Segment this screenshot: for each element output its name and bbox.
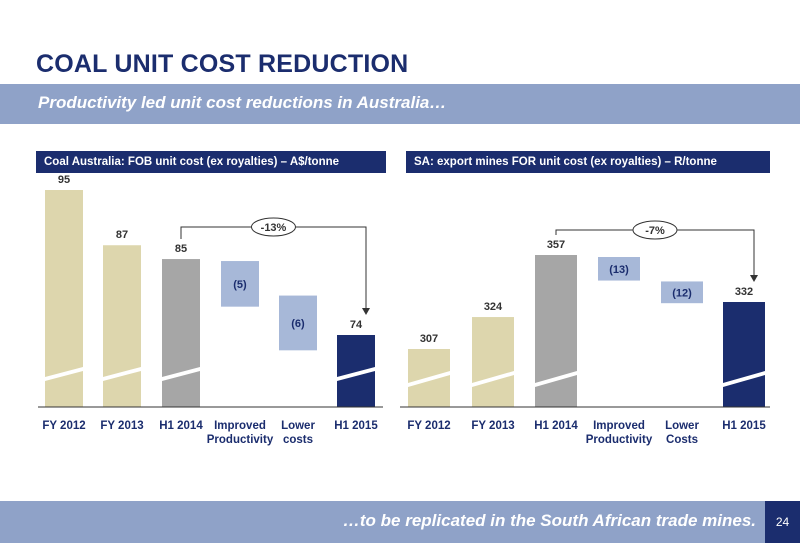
data-label: 87 [116, 229, 128, 241]
category-label: Productivity [207, 434, 274, 446]
data-label: 324 [484, 301, 503, 313]
australia-cost-chart: 95 FY 2012 87 FY 2013 85 H1 2014 (5) Improved Pr… [38, 175, 383, 446]
category-label: H1 2014 [159, 420, 203, 432]
category-label: H1 2014 [534, 420, 578, 432]
data-label: (5) [233, 279, 247, 291]
data-label: 332 [735, 286, 753, 298]
bar [472, 317, 514, 407]
axis-break [472, 371, 514, 387]
data-label: 357 [547, 239, 565, 251]
category-label: Improved [214, 420, 266, 432]
data-label: 95 [58, 175, 70, 186]
chart-title-australia: Coal Australia: FOB unit cost (ex royalt… [36, 151, 386, 173]
category-label: FY 2013 [471, 420, 514, 432]
category-label: costs [283, 434, 313, 446]
category-label: H1 2015 [334, 420, 378, 432]
category-label: Productivity [586, 434, 653, 446]
data-label: 307 [420, 333, 438, 345]
data-label: 74 [350, 319, 363, 331]
change-badge [251, 217, 296, 237]
data-label: (13) [609, 264, 629, 276]
data-label: 85 [175, 243, 187, 255]
page-title: COAL UNIT COST REDUCTION [36, 50, 409, 78]
category-label: FY 2012 [42, 420, 85, 432]
change-percentage: -7% [645, 225, 665, 237]
south-africa-cost-chart: 307 FY 2012 324 FY 2013 357 H1 2014 (13) Improv… [400, 220, 770, 446]
category-label: H1 2015 [722, 420, 766, 432]
category-label: Lower [281, 420, 315, 432]
subtitle-banner [0, 84, 800, 124]
step-bar [661, 281, 703, 304]
category-label: Lower [665, 420, 699, 432]
bar [162, 259, 200, 407]
axis-break [408, 371, 450, 387]
footer-text: …to be replicated in the South African t… [342, 511, 756, 530]
page-number: 24 [765, 501, 800, 543]
bar [723, 302, 765, 407]
axis-break [723, 371, 765, 387]
change-arrowhead [362, 308, 370, 315]
chart-title-south-africa: SA: export mines FOR unit cost (ex royal… [406, 151, 770, 173]
change-arrowhead [750, 275, 758, 282]
axis-break [337, 367, 375, 381]
footer-banner [0, 501, 765, 543]
axis-break [162, 367, 200, 381]
step-bar [221, 261, 259, 307]
category-label: Improved [593, 420, 645, 432]
change-bracket [180, 226, 367, 309]
step-bar [598, 257, 640, 281]
change-badge [632, 220, 678, 240]
category-label: FY 2013 [100, 420, 143, 432]
change-percentage: -13% [261, 222, 287, 234]
step-bar [279, 295, 317, 351]
axis-break [103, 367, 141, 381]
axis-break [535, 371, 577, 387]
page-subtitle: Productivity led unit cost reductions in… [38, 93, 447, 112]
category-label: Costs [666, 434, 698, 446]
bar [103, 245, 141, 407]
axis-break [45, 367, 83, 381]
category-label: FY 2012 [407, 420, 450, 432]
data-label: (6) [291, 318, 305, 330]
data-label: (12) [672, 287, 692, 299]
